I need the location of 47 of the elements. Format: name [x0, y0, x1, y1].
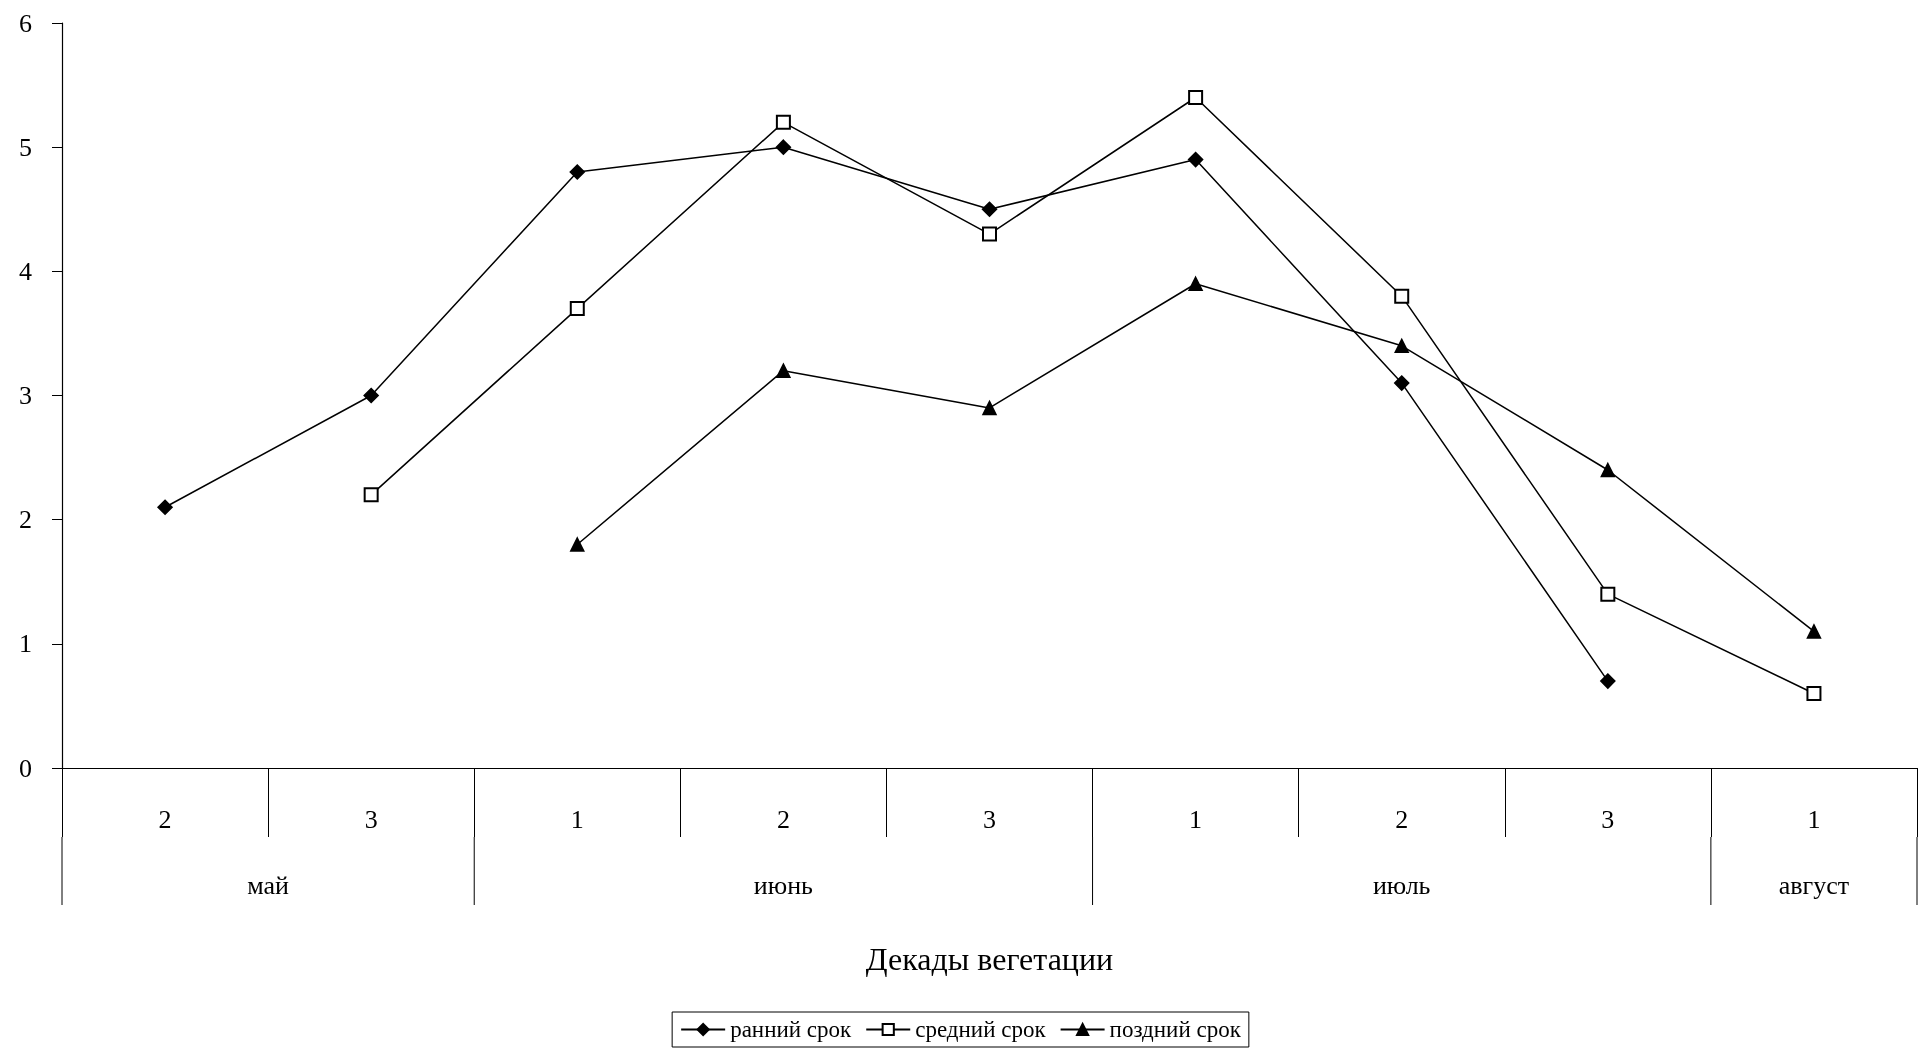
point — [363, 387, 379, 404]
point — [1187, 151, 1204, 168]
x-tick-label: 2 — [1395, 804, 1409, 834]
text: июнь — [753, 870, 814, 900]
point — [1393, 375, 1410, 391]
text: май — [247, 870, 290, 900]
point — [776, 363, 791, 378]
x-tick-label: 3 — [364, 804, 378, 834]
point — [1394, 338, 1409, 354]
text: июль — [1372, 870, 1431, 900]
legend-label: средний срок — [915, 1017, 1047, 1042]
y-tick-label: 4 — [19, 256, 32, 286]
legend-label: ранний срок — [730, 1017, 853, 1042]
x-tick-label: 2 — [158, 804, 172, 834]
y-tick-label: 6 — [19, 8, 32, 38]
point — [982, 226, 997, 242]
point — [981, 201, 998, 217]
text: август — [1778, 870, 1850, 900]
x-tick-label: 3 — [983, 804, 996, 834]
point — [982, 400, 997, 416]
x-tick-label: 3 — [1601, 804, 1615, 834]
point — [569, 301, 585, 317]
y-tick-label: 1 — [19, 629, 32, 659]
point — [1806, 686, 1822, 701]
x-tick-label: 1 — [1189, 804, 1203, 834]
point — [775, 139, 792, 155]
point — [157, 499, 173, 515]
point — [569, 164, 586, 180]
point — [1600, 586, 1616, 602]
y-tick-label: 3 — [19, 381, 32, 410]
y-tick-label: 5 — [19, 132, 32, 162]
point — [1188, 276, 1203, 291]
x-tick-label: 1 — [570, 804, 584, 834]
point — [1188, 90, 1204, 105]
y-tick-label: 2 — [19, 505, 32, 535]
point — [1600, 462, 1616, 478]
point — [1806, 624, 1822, 639]
x-tick-label: 1 — [1807, 804, 1821, 834]
x-tick-label: 2 — [776, 804, 790, 834]
legend-label: поздний срок — [1109, 1017, 1242, 1042]
point — [1600, 673, 1616, 689]
point — [775, 114, 791, 130]
point — [1394, 288, 1410, 304]
point — [570, 537, 585, 552]
y-tick-label: 0 — [19, 753, 32, 783]
x-axis-title: Декады вегетации — [865, 941, 1114, 977]
point — [363, 487, 379, 503]
